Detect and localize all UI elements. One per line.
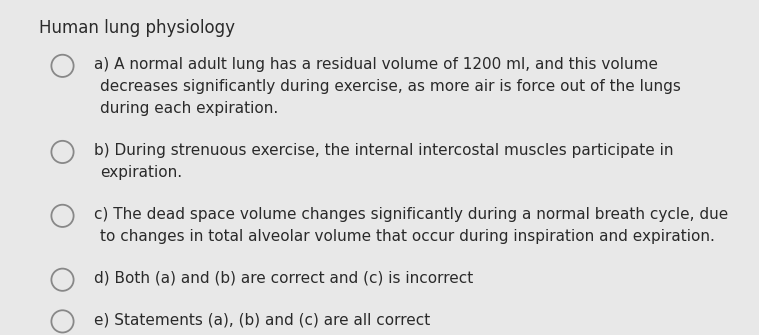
- Text: during each expiration.: during each expiration.: [100, 102, 279, 116]
- Text: expiration.: expiration.: [100, 165, 182, 180]
- Text: decreases significantly during exercise, as more air is force out of the lungs: decreases significantly during exercise,…: [100, 79, 681, 94]
- Text: e) Statements (a), (b) and (c) are all correct: e) Statements (a), (b) and (c) are all c…: [94, 313, 430, 328]
- Text: a) A normal adult lung has a residual volume of 1200 ml, and this volume: a) A normal adult lung has a residual vo…: [94, 57, 659, 72]
- Text: to changes in total alveolar volume that occur during inspiration and expiration: to changes in total alveolar volume that…: [100, 229, 715, 244]
- Text: d) Both (a) and (b) are correct and (c) is incorrect: d) Both (a) and (b) are correct and (c) …: [94, 271, 474, 286]
- Text: b) During strenuous exercise, the internal intercostal muscles participate in: b) During strenuous exercise, the intern…: [94, 143, 674, 158]
- Text: c) The dead space volume changes significantly during a normal breath cycle, due: c) The dead space volume changes signifi…: [94, 207, 729, 222]
- Text: Human lung physiology: Human lung physiology: [39, 19, 235, 38]
